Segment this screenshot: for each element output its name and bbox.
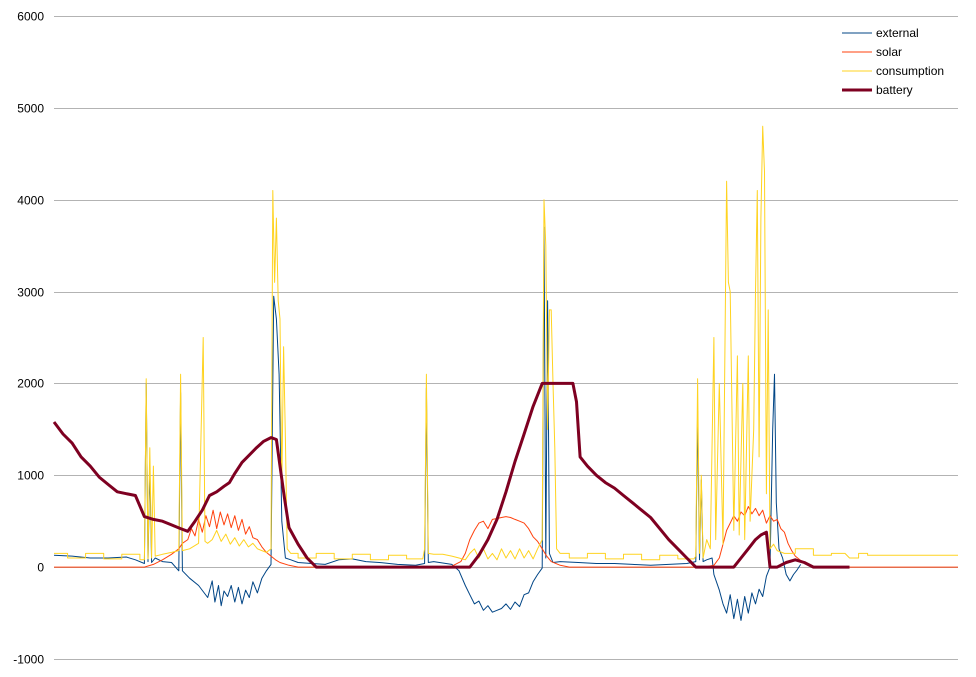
y-tick-label: 3000 (17, 286, 44, 300)
y-tick-label: 4000 (17, 194, 44, 208)
y-tick-label: 5000 (17, 102, 44, 116)
legend-label-consumption: consumption (876, 64, 944, 78)
legend-label-battery: battery (876, 83, 913, 97)
y-tick-label: 6000 (17, 10, 44, 24)
y-tick-label: 0 (37, 561, 44, 575)
series-line-external (53, 226, 802, 621)
series-line-battery (52, 381, 850, 569)
series-lines (52, 125, 958, 621)
gridlines (54, 16, 958, 660)
series-line-solar (54, 506, 958, 568)
y-tick-label: 1000 (17, 469, 44, 483)
y-tick-label: -1000 (13, 653, 44, 667)
y-axis-tick-labels: -1000 0 1000 2000 3000 4000 5000 6000 (13, 10, 44, 667)
series-line-consumption (54, 125, 958, 561)
y-tick-label: 2000 (17, 377, 44, 391)
legend-label-external: external (876, 26, 919, 40)
legend-label-solar: solar (876, 45, 902, 59)
legend: external solar consumption battery (842, 26, 944, 97)
